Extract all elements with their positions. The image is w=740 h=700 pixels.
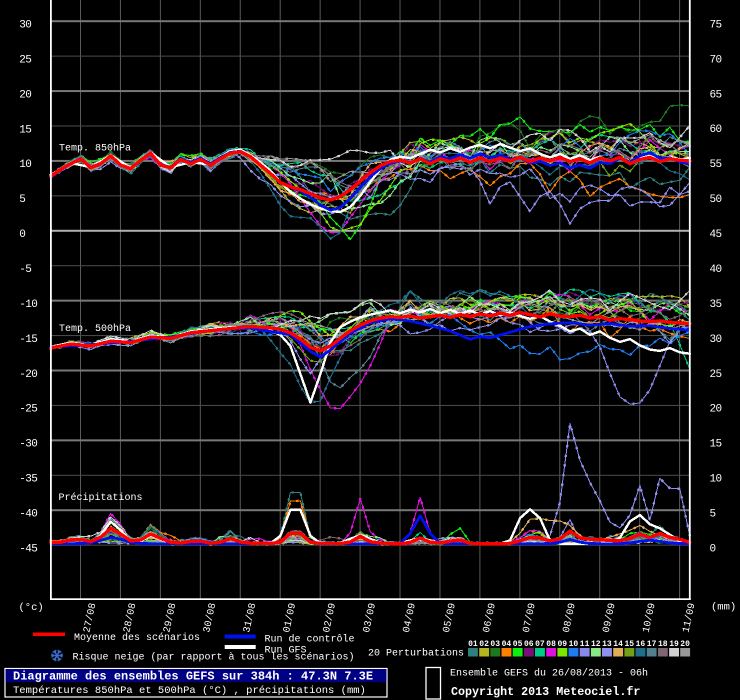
svg-text:0: 0 <box>19 229 25 241</box>
svg-text:35: 35 <box>710 299 722 311</box>
svg-text:75: 75 <box>710 20 722 32</box>
svg-text:08: 08 <box>546 640 556 649</box>
svg-text:-30: -30 <box>19 439 37 451</box>
svg-text:02/09: 02/09 <box>321 602 339 634</box>
svg-text:07/09: 07/09 <box>521 602 539 634</box>
svg-text:Risque neige (par rapport à to: Risque neige (par rapport à tous les scé… <box>73 652 355 664</box>
svg-text:Temp. 850hPa: Temp. 850hPa <box>59 143 131 155</box>
svg-text:65: 65 <box>710 89 722 101</box>
svg-text:-10: -10 <box>19 299 37 311</box>
svg-text:Diagramme des ensembles GEFS s: Diagramme des ensembles GEFS sur 384h : … <box>13 670 373 684</box>
svg-text:12: 12 <box>591 640 601 649</box>
svg-text:-45: -45 <box>19 543 37 555</box>
svg-text:45: 45 <box>710 229 722 241</box>
svg-text:16: 16 <box>636 640 646 649</box>
svg-text:02: 02 <box>479 640 489 649</box>
svg-text:Températures 850hPa et 500hPa: Températures 850hPa et 500hPa (°C) , pré… <box>13 685 366 697</box>
svg-text:15: 15 <box>710 439 722 451</box>
svg-text:17: 17 <box>647 640 657 649</box>
svg-text:0: 0 <box>710 543 716 555</box>
svg-text:-35: -35 <box>19 474 37 486</box>
svg-text:-20: -20 <box>19 369 37 381</box>
svg-text:10/09: 10/09 <box>641 602 659 634</box>
svg-text:04: 04 <box>502 640 512 649</box>
svg-text:30: 30 <box>710 334 722 346</box>
svg-text:70: 70 <box>710 54 722 66</box>
svg-text:10: 10 <box>569 640 579 649</box>
svg-text:15: 15 <box>19 124 31 136</box>
svg-text:-15: -15 <box>19 334 37 346</box>
svg-text:07: 07 <box>535 640 545 649</box>
svg-text:03/09: 03/09 <box>361 602 379 634</box>
svg-text:Temp. 500hPa: Temp. 500hPa <box>59 323 131 335</box>
svg-text:18: 18 <box>658 640 668 649</box>
svg-text:20: 20 <box>710 404 722 416</box>
svg-text:10: 10 <box>19 159 31 171</box>
svg-text:20: 20 <box>19 89 31 101</box>
svg-text:14: 14 <box>613 640 623 649</box>
svg-text:01/09: 01/09 <box>281 602 299 634</box>
svg-text:10: 10 <box>710 474 722 486</box>
svg-text:-5: -5 <box>19 264 31 276</box>
svg-text:(°c): (°c) <box>19 602 44 614</box>
svg-text:30/08: 30/08 <box>201 602 219 634</box>
svg-text:31/08: 31/08 <box>241 602 259 634</box>
svg-text:06: 06 <box>524 640 534 649</box>
svg-text:25: 25 <box>710 369 722 381</box>
svg-text:5: 5 <box>19 194 25 206</box>
svg-text:29/08: 29/08 <box>161 602 179 634</box>
svg-text:09/09: 09/09 <box>601 602 619 634</box>
svg-text:Run de contrôle: Run de contrôle <box>265 634 355 646</box>
svg-text:09: 09 <box>557 640 567 649</box>
svg-text:13: 13 <box>602 640 612 649</box>
svg-text:25: 25 <box>19 54 31 66</box>
svg-text:40: 40 <box>710 264 722 276</box>
svg-text:5: 5 <box>710 509 716 521</box>
svg-text:05: 05 <box>513 640 523 649</box>
svg-text:Moyenne des scénarios: Moyenne des scénarios <box>74 632 200 644</box>
svg-text:03: 03 <box>490 640 500 649</box>
svg-text:27/08: 27/08 <box>81 602 99 634</box>
svg-text:(mm): (mm) <box>711 602 736 614</box>
svg-text:19: 19 <box>669 640 679 649</box>
svg-text:28/08: 28/08 <box>121 602 139 634</box>
svg-text:55: 55 <box>710 159 722 171</box>
svg-text:-25: -25 <box>19 404 37 416</box>
svg-text:50: 50 <box>710 194 722 206</box>
svg-text:30: 30 <box>19 20 31 32</box>
svg-text:Copyright 2013 Meteociel.fr: Copyright 2013 Meteociel.fr <box>451 685 640 699</box>
svg-text:20: 20 <box>680 640 690 649</box>
svg-text:04/09: 04/09 <box>401 602 419 634</box>
svg-text:15: 15 <box>624 640 634 649</box>
svg-text:-40: -40 <box>19 509 37 521</box>
svg-text:01: 01 <box>468 640 478 649</box>
svg-text:Précipitations: Précipitations <box>59 492 143 504</box>
svg-text:11: 11 <box>580 640 590 649</box>
svg-text:06/09: 06/09 <box>481 602 499 634</box>
svg-text:05/09: 05/09 <box>441 602 459 634</box>
svg-text:Run GFS: Run GFS <box>265 645 307 656</box>
svg-text:08/09: 08/09 <box>561 602 579 634</box>
svg-text:11/09: 11/09 <box>681 602 699 634</box>
svg-text:60: 60 <box>710 124 722 136</box>
svg-text:Ensemble GEFS du 26/08/2013 -: Ensemble GEFS du 26/08/2013 - 06h <box>450 668 648 680</box>
svg-text:20 Perturbations: 20 Perturbations <box>368 648 464 660</box>
